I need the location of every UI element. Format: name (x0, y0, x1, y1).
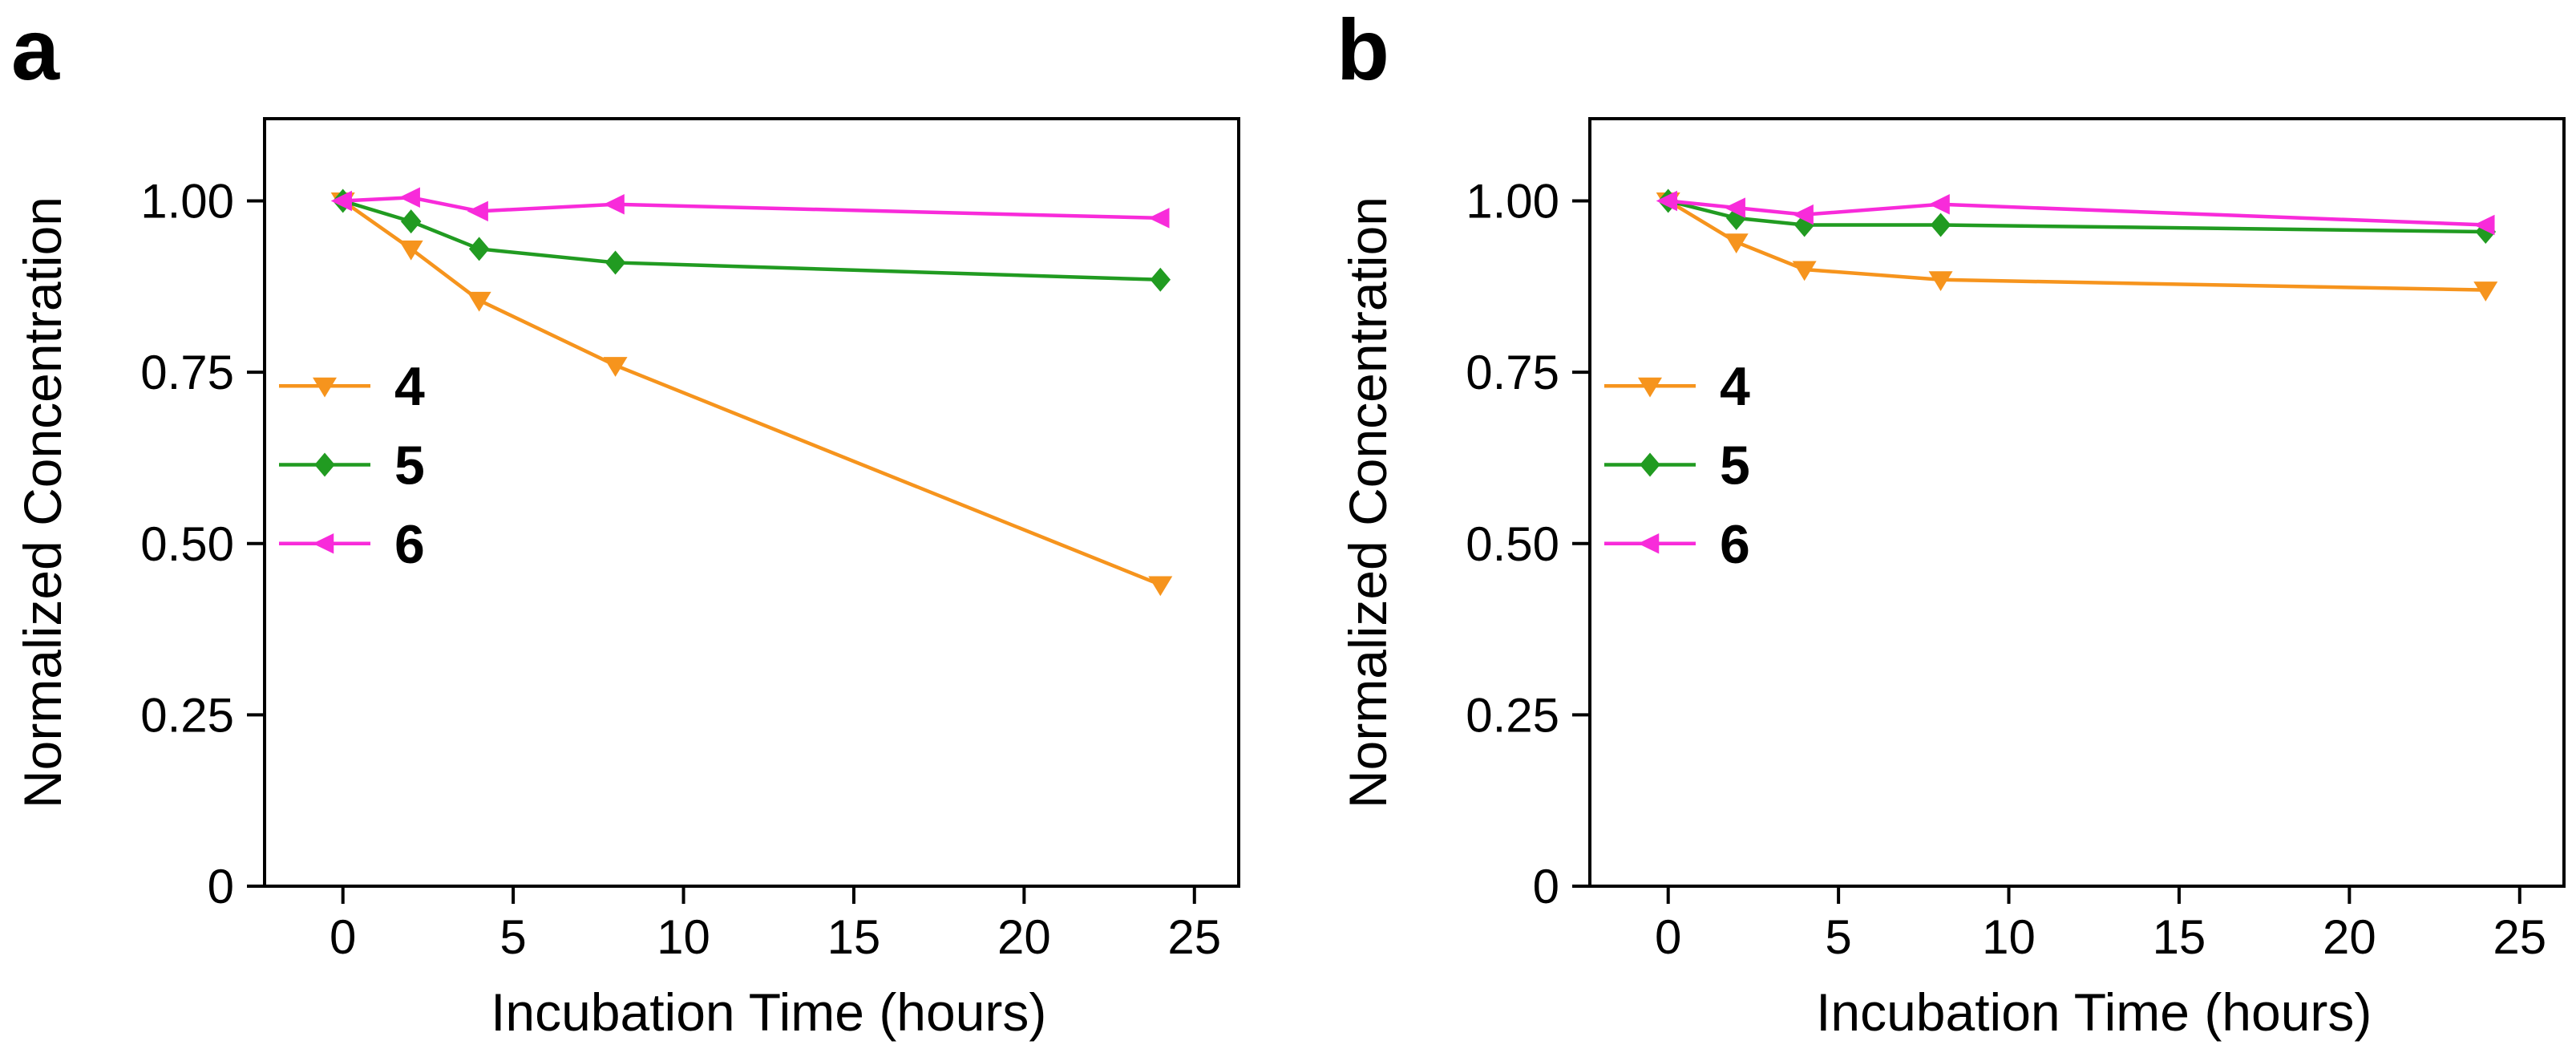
marker-diamond (605, 250, 626, 275)
chart-panel-a: 0 5 10 15 20 25 0 0.25 0.50 0.75 1.00 Incubation Ti… (13, 117, 1240, 1042)
marker-triangle-left (1148, 208, 1170, 229)
y-tick-label: 0.25 (1466, 688, 1559, 742)
panel-label-b: b (1337, 1, 1389, 98)
marker-triangle-left (1638, 533, 1660, 554)
series-line-5 (342, 199, 1161, 282)
marker-diamond (400, 209, 422, 234)
x-axis-title: Incubation Time (hours) (491, 982, 1046, 1042)
marker-diamond (1793, 213, 1815, 237)
y-tick-label: 0.25 (140, 688, 234, 742)
x-tick-label: 15 (2153, 910, 2206, 964)
marker-diamond (1640, 452, 1660, 477)
series-line-4 (342, 199, 1162, 587)
x-tick-label: 5 (1825, 910, 1851, 964)
plot-frame (263, 117, 1240, 888)
marker-triangle-left (467, 200, 488, 222)
y-tick-label: 1.00 (140, 175, 234, 229)
legend-label-6: 6 (394, 514, 425, 575)
marker-triangle-down (1148, 576, 1173, 597)
marker-triangle-down (1724, 233, 1749, 254)
y-axis-title: Normalized Concentration (1338, 196, 1397, 808)
marker-triangle-down (2473, 281, 2498, 302)
marker-triangle-left (1792, 204, 1814, 225)
y-tick-label: 0.50 (1466, 517, 1559, 571)
marker-diamond (468, 237, 490, 261)
marker-triangle-down (1928, 271, 1953, 292)
x-tick-label: 25 (1167, 910, 1221, 964)
marker-triangle-left (330, 190, 352, 212)
marker-triangle-down (1792, 261, 1817, 281)
marker-diamond (1150, 267, 1171, 292)
x-tick-label: 20 (2323, 910, 2376, 964)
y-axis-title: Normalized Concentration (13, 196, 72, 808)
x-tick-label: 0 (1655, 910, 1681, 964)
y-tick-label: 0.50 (140, 517, 234, 571)
series-line-6 (342, 196, 1161, 221)
plot-frame (1588, 117, 2566, 888)
marker-diamond (1930, 213, 1951, 237)
x-tick-label: 20 (997, 910, 1051, 964)
x-axis-title: Incubation Time (hours) (1816, 982, 2372, 1042)
x-tick-label: 10 (657, 910, 710, 964)
legend-label-5: 5 (1720, 435, 1750, 496)
x-tick-label: 25 (2493, 910, 2546, 964)
marker-triangle-down (313, 377, 337, 398)
panel-label-a: a (11, 1, 60, 98)
legend-label-6: 6 (1720, 514, 1750, 575)
x-tick-label: 5 (499, 910, 526, 964)
marker-triangle-left (603, 194, 625, 215)
marker-triangle-left (398, 187, 420, 209)
marker-triangle-left (313, 533, 334, 554)
x-tick-label: 0 (330, 910, 356, 964)
marker-triangle-left (1656, 190, 1677, 212)
legend-label-4: 4 (1720, 356, 1750, 417)
y-tick-label: 0.75 (140, 346, 234, 399)
y-tick-label: 0 (1533, 860, 1559, 913)
y-tick-label: 0 (208, 860, 234, 913)
marker-triangle-down (1638, 377, 1662, 398)
series-line-6 (1668, 199, 2486, 227)
marker-triangle-down (603, 357, 628, 377)
marker-triangle-left (1724, 197, 1745, 218)
marker-diamond (314, 452, 335, 477)
y-tick-label: 0.75 (1466, 346, 1559, 399)
legend-label-5: 5 (394, 435, 425, 496)
marker-triangle-left (1928, 194, 1950, 215)
x-tick-label: 15 (827, 910, 881, 964)
marker-triangle-down (398, 240, 423, 261)
marker-triangle-left (2473, 214, 2495, 236)
marker-triangle-down (467, 291, 491, 312)
x-tick-label: 10 (1982, 910, 2036, 964)
series-line-5 (1668, 199, 2486, 234)
y-tick-label: 1.00 (1466, 175, 1559, 229)
chart-panel-b: 0 5 10 15 20 25 0 0.25 0.50 0.75 1.00 Incubation Ti… (1338, 117, 2566, 1042)
legend-label-4: 4 (394, 356, 425, 417)
